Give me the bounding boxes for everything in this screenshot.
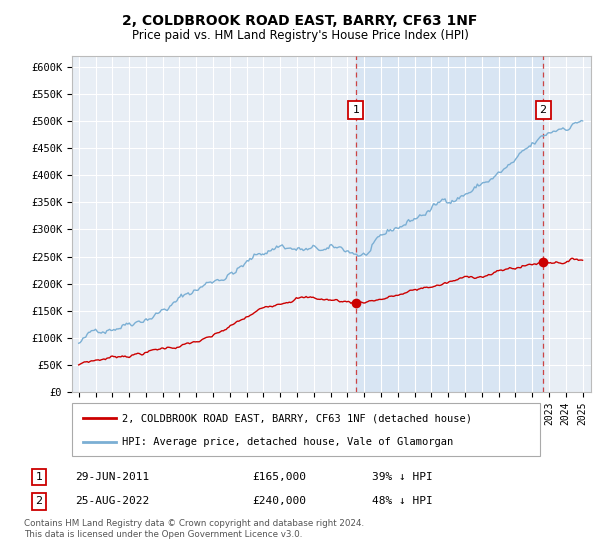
Text: 2, COLDBROOK ROAD EAST, BARRY, CF63 1NF (detached house): 2, COLDBROOK ROAD EAST, BARRY, CF63 1NF … <box>122 413 472 423</box>
Text: 39% ↓ HPI: 39% ↓ HPI <box>372 472 433 482</box>
Text: 48% ↓ HPI: 48% ↓ HPI <box>372 496 433 506</box>
Text: 29-JUN-2011: 29-JUN-2011 <box>75 472 149 482</box>
Text: £240,000: £240,000 <box>252 496 306 506</box>
Text: £165,000: £165,000 <box>252 472 306 482</box>
Text: 2, COLDBROOK ROAD EAST, BARRY, CF63 1NF: 2, COLDBROOK ROAD EAST, BARRY, CF63 1NF <box>122 14 478 28</box>
Text: Price paid vs. HM Land Registry's House Price Index (HPI): Price paid vs. HM Land Registry's House … <box>131 29 469 42</box>
Bar <box>356 56 543 392</box>
Text: Contains HM Land Registry data © Crown copyright and database right 2024.
This d: Contains HM Land Registry data © Crown c… <box>24 520 364 539</box>
Text: 2: 2 <box>35 496 43 506</box>
Text: 25-AUG-2022: 25-AUG-2022 <box>75 496 149 506</box>
Text: 2: 2 <box>539 105 547 115</box>
Text: 1: 1 <box>352 105 359 115</box>
Text: HPI: Average price, detached house, Vale of Glamorgan: HPI: Average price, detached house, Vale… <box>122 436 453 446</box>
Text: 1: 1 <box>35 472 43 482</box>
